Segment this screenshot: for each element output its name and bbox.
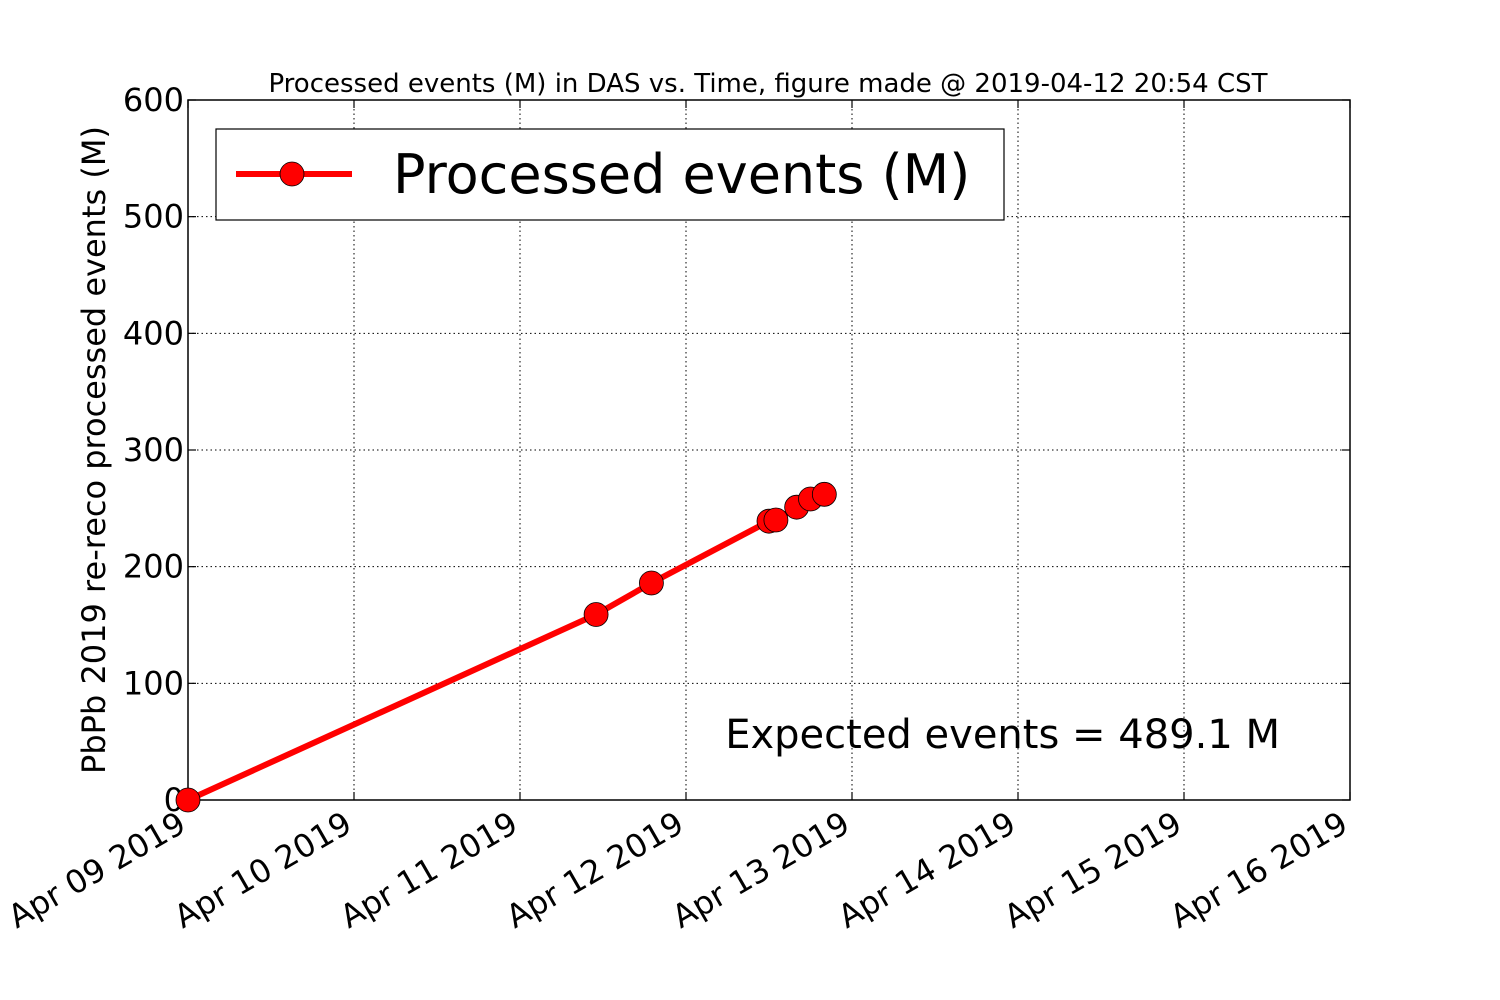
data-point (763, 507, 789, 533)
y-tick-label: 500 (123, 198, 184, 236)
x-tick-label: Apr 14 2019 (832, 804, 1022, 936)
expected-events-annotation: Expected events = 489.1 M (725, 712, 1280, 758)
y-axis: 0 100 200 300 400 500 600 (123, 81, 1350, 819)
data-point (175, 787, 201, 813)
data-point (639, 570, 664, 596)
y-tick-label: 0 (164, 781, 184, 819)
series-layer (175, 481, 837, 813)
y-tick-label: 300 (123, 431, 184, 469)
x-tick-label: Apr 15 2019 (998, 804, 1188, 936)
x-tick-label: Apr 16 2019 (1164, 804, 1354, 936)
x-tick-label: Apr 11 2019 (334, 804, 524, 936)
legend-label: Processed events (M) (393, 143, 970, 206)
x-tick-label: Apr 09 2019 (2, 804, 192, 936)
data-point (811, 481, 837, 507)
x-tick-label: Apr 12 2019 (500, 804, 690, 936)
x-tick-label: Apr 10 2019 (168, 804, 358, 936)
y-tick-label: 100 (123, 664, 184, 702)
y-tick-label: 600 (123, 81, 184, 119)
x-tick-label: Apr 13 2019 (666, 804, 856, 936)
chart-title: Processed events (M) in DAS vs. Time, fi… (268, 69, 1267, 99)
legend: Processed events (M) (215, 128, 1005, 221)
y-axis-label: PbPb 2019 re-reco processed events (M) (75, 126, 113, 774)
y-tick-label: 400 (123, 314, 184, 352)
legend-marker (279, 161, 305, 187)
y-tick-label: 200 (123, 548, 184, 586)
data-point (583, 602, 609, 627)
